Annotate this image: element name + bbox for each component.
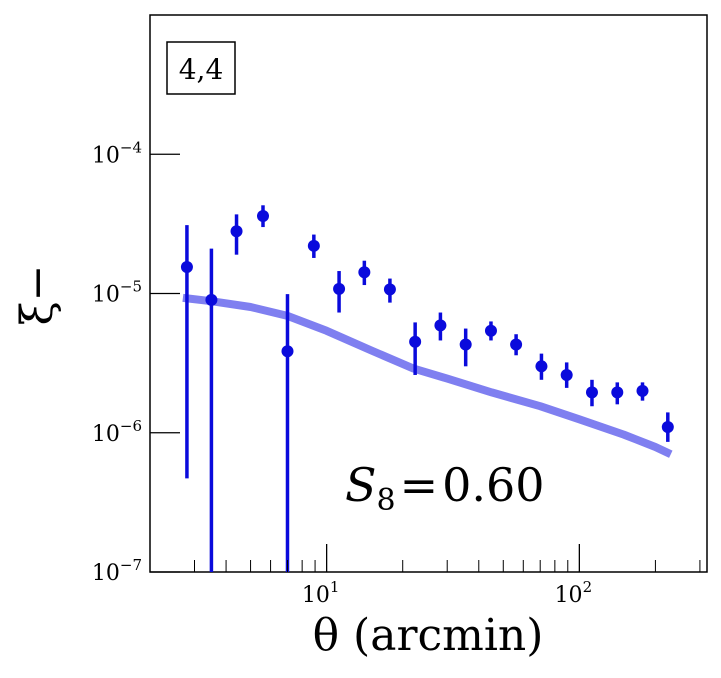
y-tick-label: 10−6 (92, 417, 142, 447)
tick-labels-layer: 10−7 10−6 10−5 10−4 101 102 (92, 138, 592, 608)
data-marker (205, 293, 218, 306)
model-curve (182, 293, 673, 458)
data-point (409, 322, 422, 375)
data-marker (333, 282, 346, 295)
s8-value: 0.60 (442, 458, 544, 512)
data-point (535, 353, 548, 380)
tick-marks-layer (149, 153, 701, 573)
data-point (358, 260, 371, 286)
data-point (307, 234, 320, 258)
y-axis-label: ξ− (12, 264, 63, 325)
data-points-layer (180, 205, 674, 572)
x-axis-label: θ (arcmin) (313, 610, 544, 661)
s8-subscript: 8 (377, 483, 396, 518)
y-tick-label: 10−4 (92, 138, 142, 168)
x-tick-label: 102 (555, 578, 593, 608)
s8-equals: = (400, 458, 439, 512)
data-point (510, 334, 523, 356)
y-tick-label: 10−5 (92, 278, 142, 308)
data-marker (661, 420, 674, 433)
data-marker (510, 338, 523, 351)
panel-label-box (166, 41, 236, 95)
data-marker (383, 283, 396, 296)
data-point (636, 382, 649, 401)
x-tick-label: 101 (302, 578, 340, 608)
data-marker (409, 335, 422, 348)
data-marker (257, 210, 270, 223)
data-point (434, 312, 447, 341)
data-point (333, 271, 346, 313)
data-point (585, 379, 598, 407)
data-marker (281, 345, 294, 358)
data-marker (611, 386, 624, 399)
data-point (459, 328, 472, 367)
data-marker (180, 260, 193, 273)
data-marker (434, 319, 447, 332)
y-tick-label: 10−7 (92, 556, 142, 586)
data-point (560, 362, 573, 388)
data-marker (560, 368, 573, 381)
data-point (383, 278, 396, 303)
data-point (484, 321, 497, 341)
data-marker (585, 386, 598, 399)
data-marker (484, 324, 497, 337)
data-marker (358, 266, 371, 279)
data-marker (535, 360, 548, 373)
data-marker (230, 225, 243, 238)
s8-annotation: S8=0.60 (345, 458, 545, 518)
panel-label: 4,4 (179, 53, 224, 86)
s8-symbol: S (345, 458, 377, 512)
data-point (257, 205, 270, 228)
model-curve-layer (182, 293, 673, 458)
data-point (230, 214, 243, 255)
data-marker (459, 338, 472, 351)
data-point (205, 248, 218, 572)
data-point (661, 412, 674, 442)
data-point (611, 382, 624, 405)
data-marker (636, 384, 649, 397)
data-point (281, 294, 294, 572)
data-point (180, 225, 193, 479)
data-marker (307, 239, 320, 252)
